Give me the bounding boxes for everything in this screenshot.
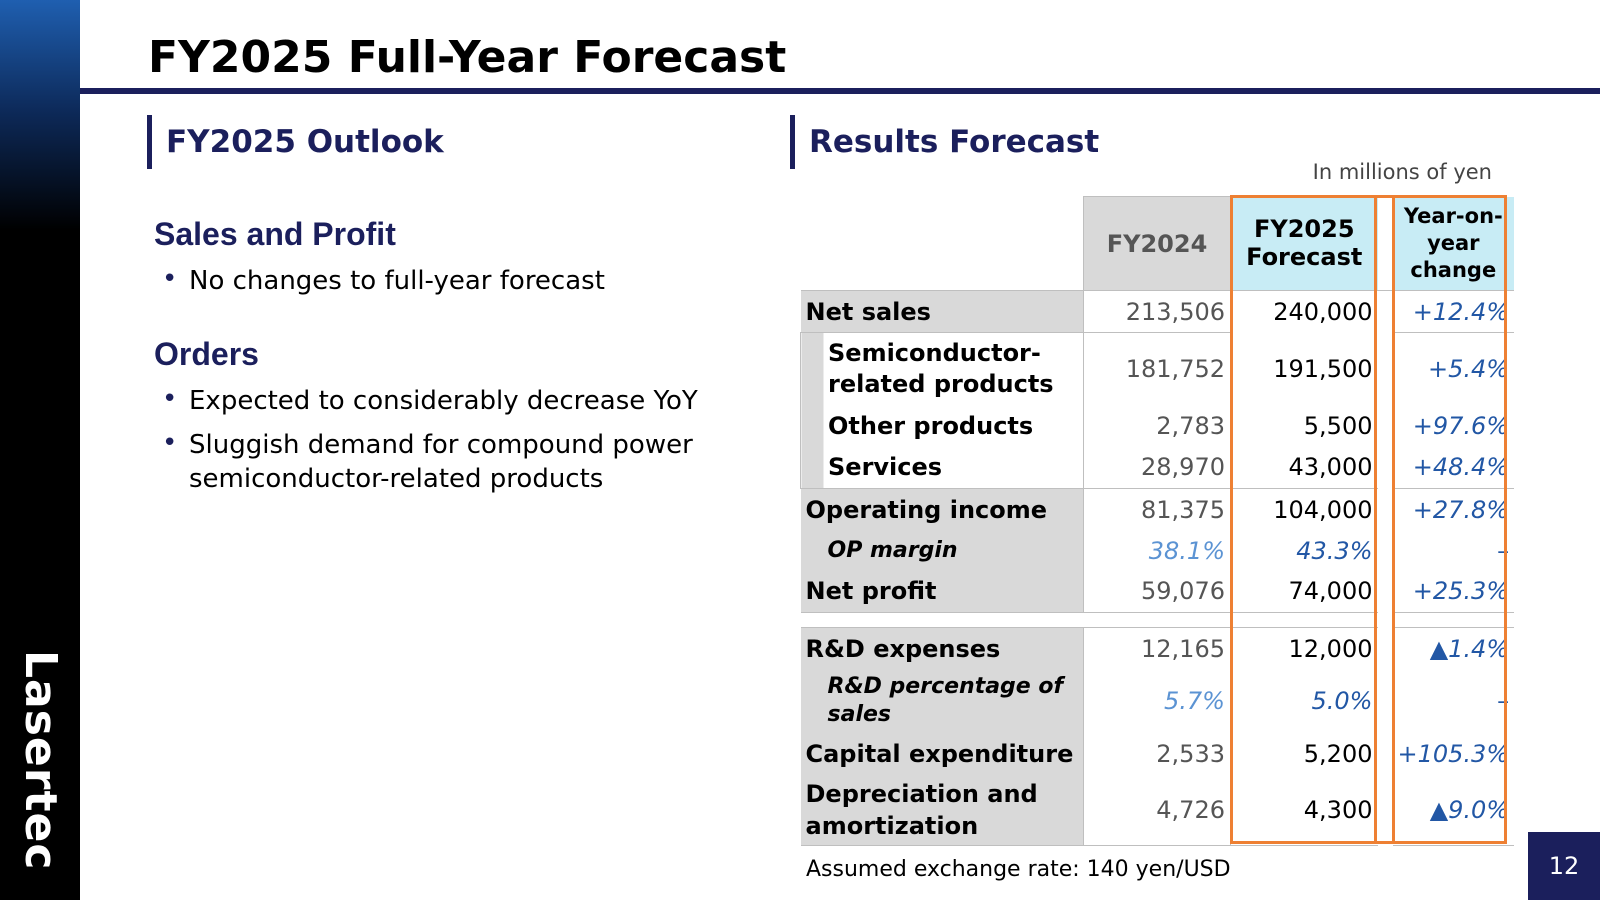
cell-fy2025: 43,000 [1288,453,1373,482]
company-logo: Lasertec [15,650,66,871]
table-row: Net sales 213,506 240,000 +12.4% [800,290,1515,333]
highlight-frame-join [1377,195,1392,198]
table-row: Services 28,970 43,000 +48.4% [800,446,1515,489]
forecast-table: FY2024 FY2025 Forecast Year-on-year chan… [800,196,1515,846]
cell-fy2024: 5.7% [1083,669,1231,732]
subheading-sales-profit: Sales and Profit [154,216,396,252]
cell-yoy: ▲1.4% [1392,627,1515,670]
cell-fy2024: 2,533 [1083,731,1231,776]
page-number: 12 [1528,832,1600,900]
cell-fy2025: 240,000 [1230,290,1378,333]
row-label: Capital expenditure [800,731,1084,776]
page-title: FY2025 Full-Year Forecast [148,32,787,83]
row-label: Semiconductor-related products [800,332,1084,405]
row-label: Services [800,446,1084,489]
cell-fy2024: 38.1% [1083,530,1231,571]
row-label: R&D expenses [800,627,1084,670]
cell-fy2025: 5,500 [1303,411,1373,440]
cell-fy2024: 59,076 [1083,570,1231,613]
table-row: R&D expenses 12,165 12,000 ▲1.4% [800,627,1515,670]
cell-yoy: +12.4% [1392,290,1515,333]
cell-fy2025: 43.3% [1296,536,1373,565]
row-label: OP margin [800,530,1084,571]
cell-yoy: – [1497,536,1510,565]
column-header-yoy: Year-on-year change [1392,196,1515,291]
table-row: Other products 2,783 5,500 +97.6% [800,404,1515,447]
cell-fy2025: 4,300 [1230,775,1378,846]
section-title-outlook: FY2025 Outlook [147,115,444,169]
cell-fy2025: 12,000 [1230,627,1378,670]
table-row: Operating income 81,375 104,000 +27.8% [800,488,1515,531]
cell-yoy: ▲9.0% [1392,775,1515,846]
row-label: Net profit [800,570,1084,613]
list-item: Sluggish demand for compound power semic… [162,426,702,496]
cell-fy2025: 104,000 [1230,488,1378,531]
units-note: In millions of yen [1312,160,1492,184]
sidebar-brand-bar: Lasertec [0,0,80,900]
table-row: Semiconductor-related products 181,752 1… [800,332,1515,405]
cell-yoy: – [1497,686,1510,715]
cell-fy2024: 181,752 [1083,332,1231,405]
cell-fy2024: 81,375 [1083,488,1231,531]
cell-yoy: +5.4% [1428,354,1510,383]
highlight-frame-join [1377,841,1392,844]
table-header-row: FY2024 FY2025 Forecast Year-on-year chan… [801,196,1515,291]
row-label: Other products [800,404,1084,447]
exchange-rate-footnote: Assumed exchange rate: 140 yen/USD [806,857,1231,882]
table-row: Depreciation and amortization 4,726 4,30… [800,775,1515,846]
section-title-results-forecast: Results Forecast [790,115,1099,169]
cell-yoy: +27.8% [1392,488,1515,531]
cell-fy2024: 28,970 [1083,446,1231,489]
cell-yoy: +25.3% [1392,570,1515,613]
row-label: R&D percentage of sales [800,669,1084,732]
column-header-fy2025-forecast: FY2025 Forecast [1230,196,1378,291]
column-header-fy2024: FY2024 [1083,196,1231,291]
row-label: Net sales [800,290,1084,333]
cell-yoy: +105.3% [1397,739,1510,768]
title-divider [80,88,1600,94]
table-row: Net profit 59,076 74,000 +25.3% [800,570,1515,613]
list-item: Expected to considerably decrease YoY [162,382,702,418]
bullet-list-orders: Expected to considerably decrease YoY Sl… [162,382,702,506]
row-label: Depreciation and amortization [800,775,1084,846]
subheading-orders: Orders [154,336,259,372]
cell-fy2024: 4,726 [1083,775,1231,846]
cell-fy2025: 5.0% [1311,686,1373,715]
cell-yoy: +48.4% [1412,453,1510,482]
cell-fy2025: 191,500 [1273,354,1373,383]
cell-yoy: +97.6% [1412,411,1510,440]
bullet-list-sales-profit: No changes to full-year forecast [162,262,702,308]
cell-fy2024: 2,783 [1083,404,1231,447]
cell-fy2024: 213,506 [1083,290,1231,333]
cell-fy2025: 5,200 [1303,739,1373,768]
row-label: Operating income [800,488,1084,531]
cell-fy2024: 12,165 [1083,627,1231,670]
cell-fy2025: 74,000 [1230,570,1378,613]
table-row: Capital expenditure 2,533 5,200 +105.3% [800,731,1515,776]
list-item: No changes to full-year forecast [162,262,702,298]
table-row: OP margin 38.1% 43.3% – [800,530,1515,571]
table-row: R&D percentage of sales 5.7% 5.0% – [800,669,1515,732]
